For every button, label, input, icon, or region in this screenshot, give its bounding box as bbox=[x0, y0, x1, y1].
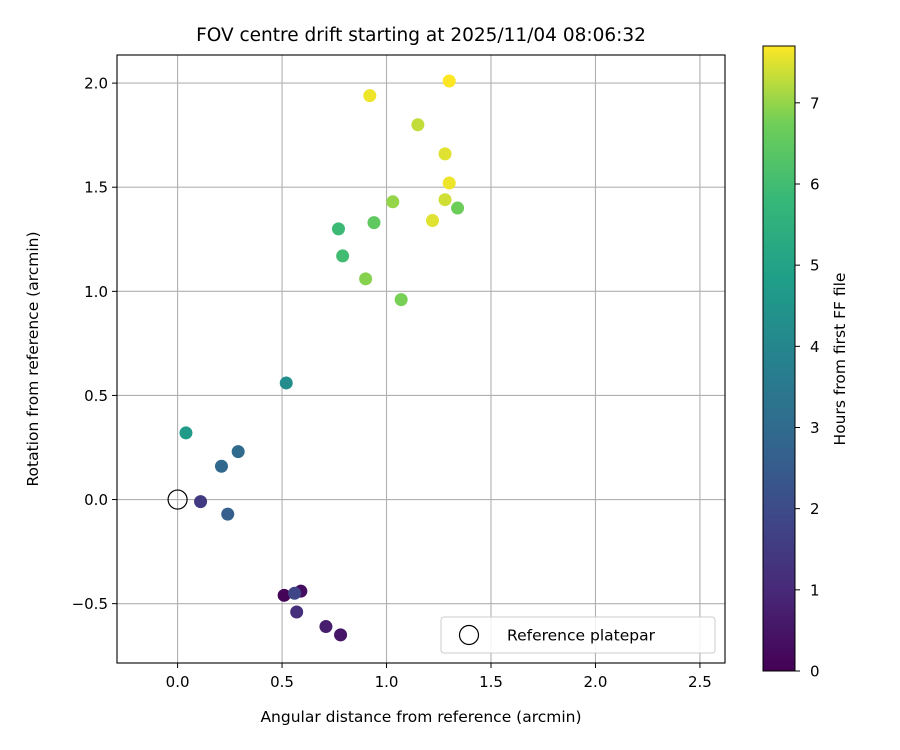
data-point bbox=[334, 628, 348, 642]
data-point bbox=[425, 214, 439, 228]
data-point bbox=[442, 74, 456, 88]
data-point bbox=[363, 89, 377, 103]
x-tick-label: 2.5 bbox=[688, 673, 712, 691]
colorbar-gradient bbox=[763, 46, 795, 671]
colorbar-tick-label: 2 bbox=[810, 500, 820, 518]
data-point bbox=[221, 507, 235, 521]
data-point bbox=[411, 118, 425, 132]
data-point bbox=[451, 201, 465, 215]
data-point bbox=[438, 193, 452, 207]
colorbar-tick-label: 4 bbox=[810, 338, 820, 356]
chart-title: FOV centre drift starting at 2025/11/04 … bbox=[196, 25, 646, 46]
data-point bbox=[394, 293, 408, 307]
colorbar-tick-label: 5 bbox=[810, 257, 820, 275]
y-tick-label: 0.5 bbox=[84, 387, 108, 405]
y-tick-label: 0.0 bbox=[84, 491, 108, 509]
data-point bbox=[331, 222, 345, 236]
data-point bbox=[438, 147, 452, 161]
data-point bbox=[194, 495, 208, 509]
y-tick-label: 1.5 bbox=[84, 179, 108, 197]
data-point bbox=[359, 272, 373, 286]
y-axis-ticks: −0.5 0.0 0.5 1.0 1.5 2.0 bbox=[72, 75, 117, 613]
colorbar-tick-label: 0 bbox=[810, 663, 820, 681]
colorbar-label: Hours from first FF file bbox=[831, 273, 849, 446]
data-point bbox=[288, 586, 302, 600]
data-point bbox=[319, 620, 333, 634]
colorbar-tick-label: 7 bbox=[810, 94, 820, 112]
y-tick-label: 2.0 bbox=[84, 75, 108, 93]
x-tick-label: 0.0 bbox=[166, 673, 190, 691]
x-axis-ticks: 0.0 0.5 1.0 1.5 2.0 2.5 bbox=[166, 663, 712, 691]
legend-reference-marker bbox=[458, 624, 480, 646]
plot-frame bbox=[116, 54, 726, 664]
colorbar-tick-label: 6 bbox=[810, 175, 820, 193]
data-point bbox=[442, 176, 456, 190]
x-tick-label: 0.5 bbox=[270, 673, 294, 691]
scatter-points bbox=[179, 74, 465, 642]
legend-label-reference: Reference platepar bbox=[507, 627, 656, 645]
legend-box bbox=[440, 616, 716, 654]
data-point bbox=[386, 195, 400, 209]
colorbar-frame bbox=[762, 45, 796, 672]
y-axis-label: Rotation from reference (arcmin) bbox=[24, 231, 42, 486]
data-point bbox=[214, 459, 228, 473]
data-point bbox=[367, 216, 381, 230]
x-tick-label: 1.0 bbox=[375, 673, 399, 691]
data-point bbox=[290, 605, 304, 619]
grid bbox=[117, 55, 725, 663]
reference-platepar-marker bbox=[167, 489, 188, 510]
reference-marker-layer bbox=[167, 489, 188, 510]
x-tick-label: 2.0 bbox=[584, 673, 608, 691]
data-point bbox=[336, 249, 350, 263]
y-tick-label: 1.0 bbox=[84, 283, 108, 301]
x-tick-label: 1.5 bbox=[479, 673, 503, 691]
data-point bbox=[231, 445, 245, 459]
y-tick-label: −0.5 bbox=[72, 595, 108, 613]
colorbar-tick-label: 1 bbox=[810, 581, 820, 599]
legend: Reference platepar bbox=[440, 616, 716, 654]
colorbar-tick-label: 3 bbox=[810, 419, 820, 437]
data-point bbox=[277, 588, 291, 602]
colorbar-ticks: 0 1 2 3 4 5 6 7 bbox=[795, 94, 820, 681]
data-point bbox=[179, 426, 193, 440]
data-point bbox=[279, 376, 293, 390]
colorbar: 0 1 2 3 4 5 6 7 Hours from first FF file bbox=[762, 45, 849, 681]
x-axis-label: Angular distance from reference (arcmin) bbox=[260, 708, 581, 726]
